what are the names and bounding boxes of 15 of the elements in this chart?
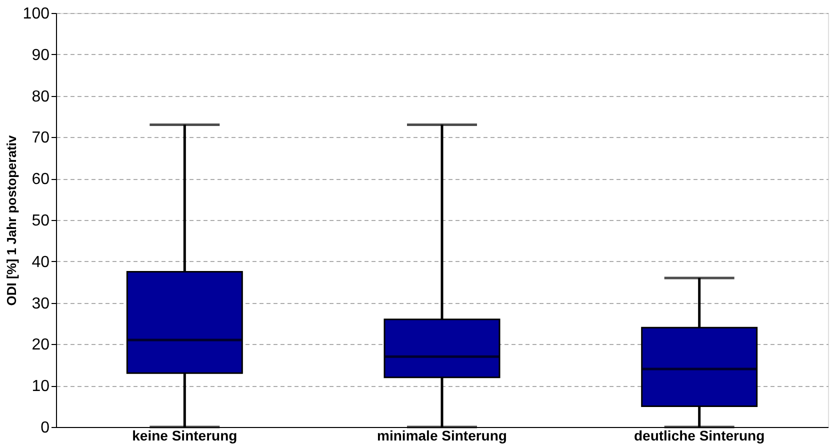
y-axis-title: ODI [%] 1 Jahr postoperativ [4,134,19,306]
y-tick-label: 0 [40,420,50,436]
y-tick-label: 30 [32,295,50,312]
x-tick-label: keine Sinterung [132,428,238,444]
y-tick-label: 70 [32,130,50,147]
y-tick-label: 20 [32,336,50,354]
x-tick-label: minimale Sinterung [377,428,507,444]
x-tick-label: deutliche Sinterung [634,428,765,444]
y-tick-label: 40 [32,254,50,271]
y-tick-label: 10 [32,378,50,396]
y-tick-label: 60 [32,171,50,188]
y-tick-label: 80 [32,88,50,106]
y-tick-label: 50 [32,212,50,230]
y-tick-label: 100 [22,6,50,22]
y-tick-label: 90 [32,46,50,64]
